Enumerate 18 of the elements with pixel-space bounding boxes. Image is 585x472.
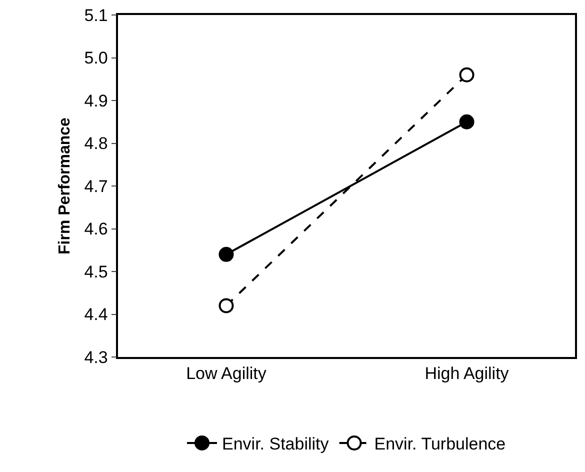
y-tick-label: 5.0	[84, 48, 108, 68]
y-tick-label: 4.7	[84, 176, 108, 196]
point	[459, 114, 474, 130]
point	[459, 67, 474, 82]
x-tick-label: Low Agility	[186, 364, 267, 384]
point	[218, 246, 234, 262]
point	[218, 298, 234, 314]
x-tick-label: High Agility	[424, 364, 510, 384]
y-tick-label: 4.4	[84, 305, 108, 324]
y-tick-label: 4.8	[84, 134, 108, 154]
legend-label: Envir. Stability	[222, 434, 330, 454]
y-tick-label: 4.6	[84, 220, 108, 239]
y-tick-label: 4.9	[84, 91, 108, 110]
y-tick-label: 4.5	[84, 262, 108, 282]
y-tick-label: 5.1	[84, 6, 108, 25]
legend-label: Envir. Turbulence	[374, 434, 506, 454]
y-tick-label: 4.3	[84, 348, 108, 367]
y-axis-title: Firm Performance	[56, 117, 74, 254]
